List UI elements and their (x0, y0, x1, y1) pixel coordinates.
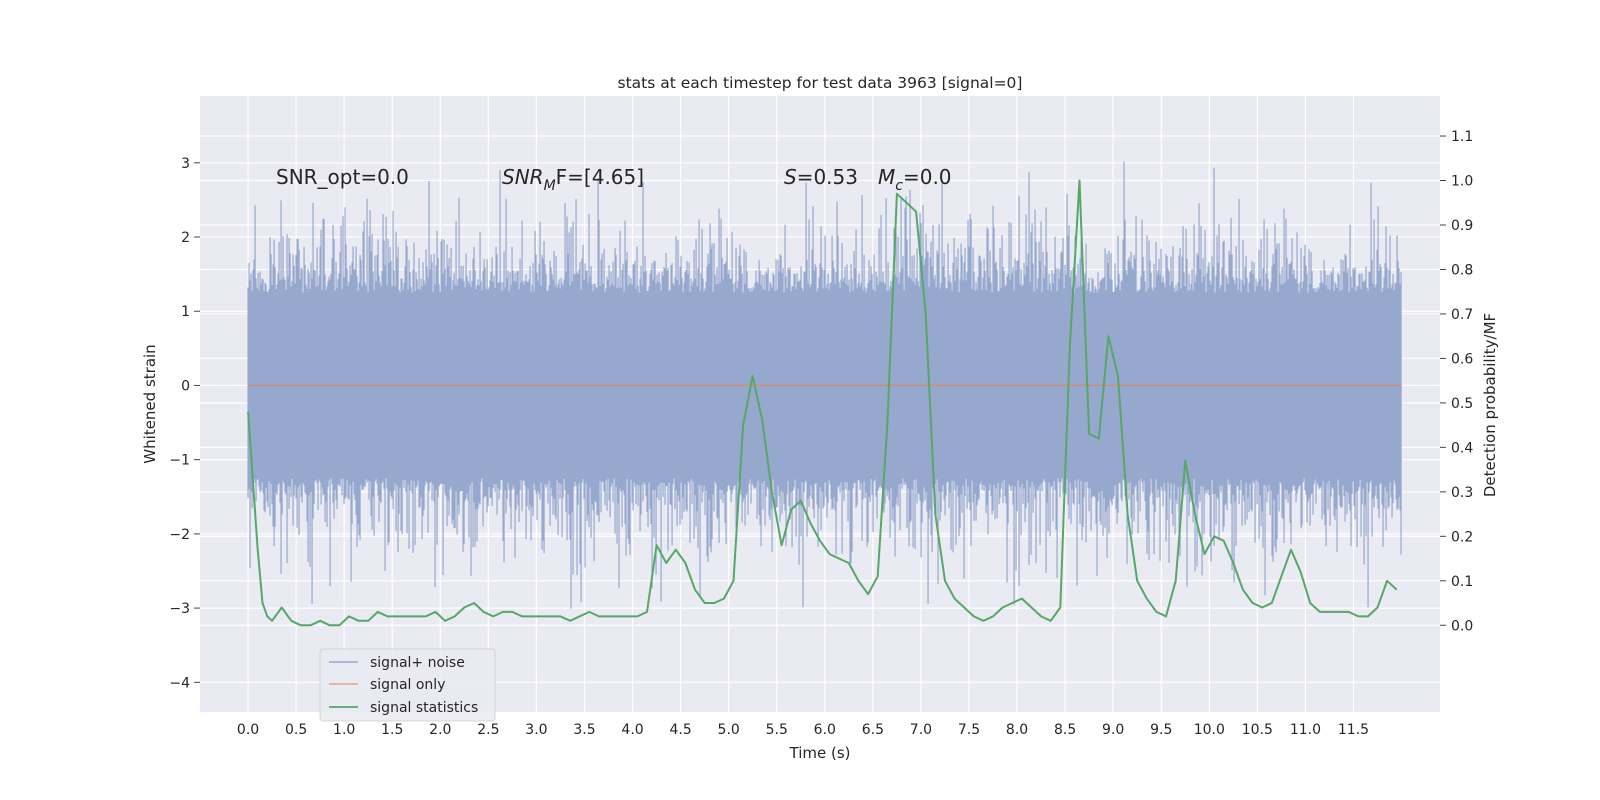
x-tick-label: 8.0 (1006, 722, 1028, 738)
annotation-snr-mf-sub: M (544, 178, 556, 194)
y-left-axis-ticks: 3 2 1 0 −1 −2 −3 −4 (169, 156, 200, 691)
y-left-tick-label: −2 (169, 527, 190, 543)
legend-box (319, 648, 496, 722)
signal-statistics-line (247, 179, 1398, 627)
x-tick-label: 2.0 (429, 722, 451, 738)
x-tick-label: 7.0 (910, 722, 932, 738)
x-tick-label: 9.5 (1150, 722, 1172, 738)
y-right-tick-label: 0.5 (1451, 396, 1473, 412)
signal-statistics-series (247, 179, 1398, 627)
x-tick-label: 11.0 (1290, 722, 1321, 738)
annotation-snr-opt: SNR_opt=0.0 (276, 165, 409, 189)
annotation-s: S=0.53 (784, 165, 858, 189)
x-tick-label: 5.5 (766, 722, 788, 738)
x-tick-label: 3.0 (525, 722, 547, 738)
x-tick-label: 0.5 (285, 722, 307, 738)
legend-label-statistics: signal statistics (370, 700, 478, 716)
y-right-axis-label: Detection probability/MF (1481, 313, 1499, 497)
annotation-mc: Mc=0.0 (878, 165, 952, 194)
y-right-axis-ticks: 1.1 1.0 0.9 0.8 0.7 0.6 0.5 0.4 0.3 0.2 0.1 0.0 (1440, 129, 1473, 634)
y-right-tick-label: 0.3 (1451, 485, 1473, 501)
y-right-tick-label: 0.4 (1451, 440, 1473, 456)
legend: signal+ noise signal only signal statist… (319, 648, 496, 722)
x-tick-label: 5.0 (718, 722, 740, 738)
y-left-axis-label: Whitened strain (141, 344, 159, 463)
annotation-s-rest: =0.53 (797, 165, 858, 189)
x-tick-label: 9.0 (1102, 722, 1124, 738)
y-left-tick-label: −3 (169, 601, 190, 617)
x-tick-label: 4.0 (621, 722, 643, 738)
x-axis-ticks: 0.0 0.5 1.0 1.5 2.0 2.5 3.0 3.5 4.0 4.5 5.0 5.5 6.0 6… (237, 722, 1369, 738)
y-left-tick-label: 3 (181, 156, 190, 172)
annotation-mc-italic: M (878, 165, 895, 189)
x-tick-label: 6.0 (814, 722, 836, 738)
y-left-tick-label: 2 (181, 230, 190, 246)
x-tick-label: 3.5 (573, 722, 595, 738)
y-right-tick-label: 0.9 (1451, 218, 1473, 234)
legend-label-signal-only: signal only (370, 677, 445, 693)
x-axis-label: Time (s) (789, 744, 851, 762)
annotation-mc-sub: c (895, 178, 903, 194)
annotation-mc-rest: =0.0 (903, 165, 952, 189)
annotation-snr-mf-rest: F=[4.65] (556, 165, 644, 189)
x-tick-label: 8.5 (1054, 722, 1076, 738)
x-tick-label: 2.5 (477, 722, 499, 738)
y-right-tick-label: 1.0 (1451, 174, 1473, 190)
annotation-s-italic: S (784, 165, 797, 189)
y-right-tick-label: 0.7 (1451, 307, 1473, 323)
legend-label-noise: signal+ noise (370, 655, 465, 671)
annotation-snr-mf-base: SNR (502, 165, 544, 189)
y-right-tick-label: 0.6 (1451, 351, 1473, 367)
y-left-tick-label: 0 (181, 378, 190, 394)
x-tick-label: 1.0 (333, 722, 355, 738)
chart-title: stats at each timestep for test data 396… (618, 74, 1023, 92)
x-tick-label: 10.0 (1194, 722, 1225, 738)
y-right-tick-label: 0.0 (1451, 618, 1473, 634)
y-right-tick-label: 0.1 (1451, 574, 1473, 590)
x-tick-label: 1.5 (381, 722, 403, 738)
x-tick-label: 11.5 (1338, 722, 1369, 738)
annotation-snr-mf: SNRMF=[4.65] (502, 165, 644, 194)
x-tick-label: 6.5 (862, 722, 884, 738)
y-right-tick-label: 0.2 (1451, 529, 1473, 545)
y-left-tick-label: −1 (169, 453, 190, 469)
y-left-tick-label: 1 (181, 304, 190, 320)
x-tick-label: 10.5 (1242, 722, 1273, 738)
x-tick-label: 0.0 (237, 722, 259, 738)
x-tick-label: 4.5 (669, 722, 691, 738)
y-right-tick-label: 1.1 (1451, 129, 1473, 145)
y-right-tick-label: 0.8 (1451, 262, 1473, 278)
x-tick-label: 7.5 (958, 722, 980, 738)
y-left-tick-label: −4 (169, 675, 190, 691)
